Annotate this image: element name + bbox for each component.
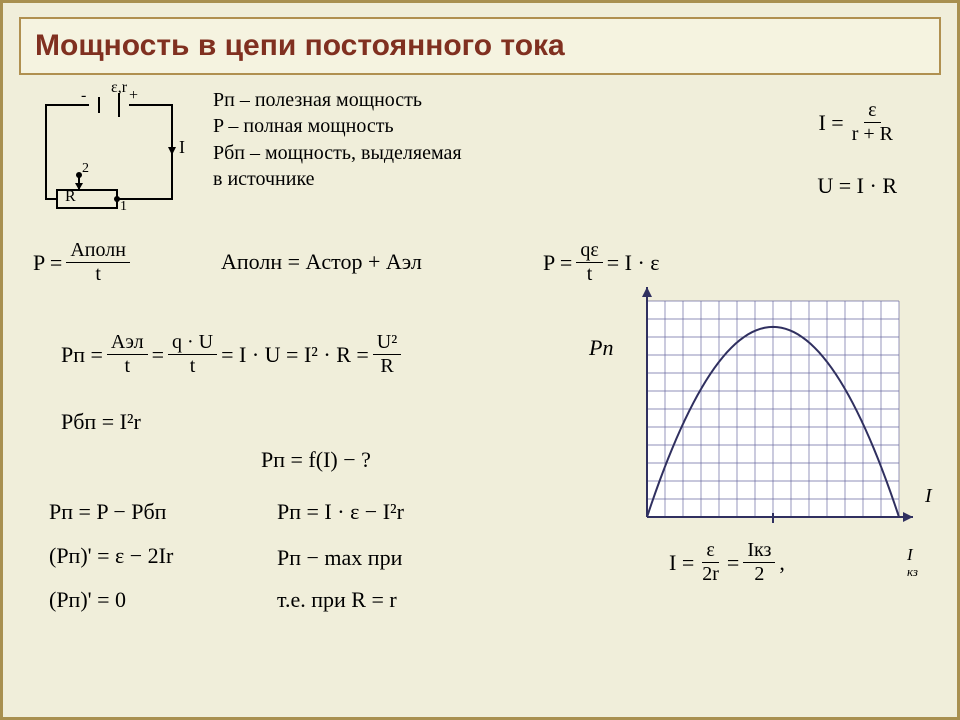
circuit-node1: 1 — [120, 199, 127, 215]
p-num: Aполн — [66, 239, 130, 263]
p-den: t — [91, 263, 105, 286]
circuit-node2: 2 — [82, 161, 89, 177]
if-n2: Iкз — [743, 539, 775, 563]
pn-lhs: Pп = — [61, 342, 103, 368]
pqe-den: t — [583, 263, 597, 286]
circuit-emf-label: ε,r — [111, 79, 127, 97]
def-pn: Pп – полезная мощность — [213, 87, 462, 113]
pn-f2n: q · U — [168, 331, 217, 355]
pn-f3d: R — [376, 355, 397, 378]
circuit-svg — [29, 85, 189, 219]
pn-f1d: t — [120, 355, 134, 378]
eq-pf: Pп = f(I) − ? — [261, 447, 371, 473]
circuit-r-label: R — [65, 188, 76, 206]
eq-pbp: Pбп = I²r — [61, 409, 141, 435]
pqe-rhs: = I · ε — [607, 250, 660, 276]
p-lhs: P = — [33, 250, 62, 276]
eq-i-kz: I = ε 2r = Iкз 2 , — [669, 539, 785, 586]
if-d1: 2r — [698, 563, 723, 586]
eq-ohm: I = ε r + R — [818, 99, 897, 146]
eq-peir: Pп = I · ε − I²r — [277, 499, 404, 525]
eq-pn-chain: Pп = Aэл t = q · U t = I · U = I² · R = … — [61, 331, 401, 378]
if-eq: = — [727, 550, 739, 576]
graph-ikz-label: I кз — [907, 547, 918, 579]
def-src: в источнике — [213, 166, 462, 192]
pn-f3n: U² — [373, 331, 401, 355]
graph — [633, 285, 923, 541]
definitions: Pп – полезная мощность P – полная мощнос… — [213, 87, 462, 193]
circuit-i-label: I — [179, 137, 185, 158]
circuit-minus: - — [81, 87, 86, 105]
eq-der1: (Pп)' = ε − 2Ir — [49, 543, 173, 569]
if-tail: , — [779, 550, 785, 576]
pqe-num: qε — [576, 239, 602, 263]
graph-i-label: I — [925, 485, 932, 508]
eq-te: т.е. при R = r — [277, 587, 397, 613]
eq-p-full: P = Aполн t — [33, 239, 130, 286]
eq-u-ir: U = I · R — [817, 173, 897, 199]
if-d2: 2 — [750, 563, 768, 586]
pn-chain: = I · U = I² · R = — [221, 342, 369, 368]
if-lhs: I = — [669, 550, 694, 576]
title-bar: Мощность в цепи постоянного тока — [19, 17, 941, 75]
eq-der2: (Pп)' = 0 — [49, 587, 126, 613]
eq-a-decomp: Aполн = Aстор + Aэл — [221, 249, 422, 275]
page-title: Мощность в цепи постоянного тока — [35, 29, 925, 63]
ohm-den: r + R — [848, 123, 897, 146]
eq-pmax: Pп − max при — [277, 545, 402, 571]
graph-pn-label: Pп — [589, 335, 613, 361]
graph-svg — [633, 285, 923, 535]
def-p: P – полная мощность — [213, 113, 462, 139]
def-pbp: Pбп – мощность, выделяемая — [213, 140, 462, 166]
if-n1: ε — [702, 539, 718, 563]
ohm-lhs: I = — [818, 110, 843, 136]
circuit-plus: + — [129, 87, 138, 105]
pn-f2d: t — [186, 355, 200, 378]
circuit-diagram: ε,r - + I R 2 1 — [29, 85, 189, 225]
ohm-num: ε — [864, 99, 880, 123]
ikz-top: I — [907, 545, 913, 564]
ikz-bot: кз — [907, 564, 918, 579]
eq-pdiff: Pп = P − Pбп — [49, 499, 166, 525]
pn-f1n: Aэл — [107, 331, 148, 355]
pqe-lhs: P = — [543, 250, 572, 276]
pn-eq1: = — [152, 342, 164, 368]
eq-p-qe: P = qε t = I · ε — [543, 239, 660, 286]
content-area: ε,r - + I R 2 1 Pп – полезная мощность P… — [3, 83, 957, 99]
